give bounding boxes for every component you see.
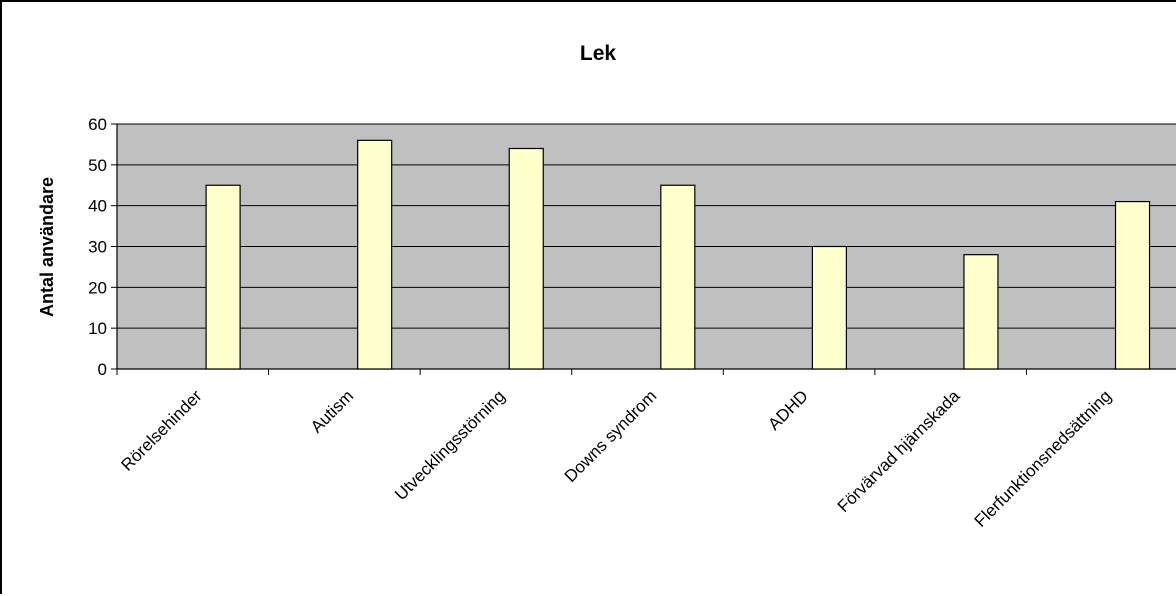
y-tick-label: 40 bbox=[88, 197, 107, 216]
x-category-label: Autism bbox=[307, 386, 357, 436]
y-axis-label: Antal användare bbox=[37, 177, 57, 317]
plot-area: 0 10 20 30 40 50 60 Rörelsehinder Autism Utveckli… bbox=[88, 115, 1176, 531]
bar bbox=[508, 147, 544, 370]
y-tick-label: 50 bbox=[88, 156, 107, 175]
x-category-label: Downs syndrom bbox=[561, 386, 661, 486]
bar bbox=[1114, 200, 1151, 370]
bar bbox=[205, 184, 241, 370]
y-tick-label: 0 bbox=[98, 360, 107, 379]
y-tick-label: 20 bbox=[88, 278, 107, 297]
x-category-label: Flerfunktionsnedsättning bbox=[971, 386, 1115, 530]
bar bbox=[963, 254, 999, 370]
bar bbox=[660, 184, 696, 370]
y-tick-label: 60 bbox=[88, 115, 107, 134]
bar bbox=[357, 139, 393, 370]
x-category-label: ADHD bbox=[764, 386, 811, 433]
bar bbox=[811, 245, 847, 370]
x-category-label: Förvärvad hjärnskada bbox=[834, 386, 964, 516]
x-category-label: Utvecklingsstörning bbox=[391, 386, 509, 504]
x-category-label: Rörelsehinder bbox=[117, 386, 206, 475]
chart-title: Lek bbox=[580, 42, 617, 65]
y-tick-label: 30 bbox=[88, 238, 107, 257]
y-tick-label: 10 bbox=[88, 319, 107, 338]
